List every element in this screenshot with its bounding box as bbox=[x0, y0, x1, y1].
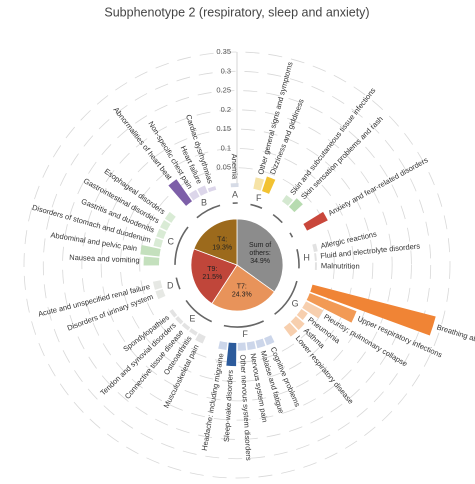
bar bbox=[218, 341, 228, 351]
bar bbox=[314, 262, 317, 270]
bar bbox=[246, 341, 256, 351]
bar bbox=[281, 194, 293, 206]
category-label: Malnutrition bbox=[321, 261, 360, 271]
bar bbox=[195, 333, 206, 344]
group-label: E bbox=[189, 313, 195, 323]
pie-label: T4: 19.3% bbox=[212, 236, 232, 251]
bar bbox=[160, 220, 171, 231]
pie-label-line: 21.5% bbox=[202, 274, 222, 281]
group-arc bbox=[296, 249, 300, 269]
group-label: A bbox=[232, 189, 238, 199]
group-arc bbox=[175, 277, 181, 290]
group-label: F bbox=[256, 193, 262, 203]
bar bbox=[168, 179, 193, 206]
pie-slice bbox=[211, 264, 275, 312]
group-arc bbox=[289, 232, 294, 238]
group-label: H bbox=[303, 252, 310, 262]
pie-slice bbox=[236, 218, 284, 293]
bar bbox=[303, 211, 328, 231]
y-tick-label: 0.2 bbox=[221, 105, 231, 114]
grid-circle bbox=[81, 109, 393, 421]
bar bbox=[302, 301, 324, 319]
grid-circle bbox=[62, 90, 412, 440]
bar bbox=[181, 322, 191, 331]
grid-circle bbox=[42, 70, 432, 460]
bar bbox=[314, 253, 317, 261]
bar bbox=[306, 293, 357, 323]
category-label: Breathing abnormality: throat/chest pain bbox=[436, 323, 475, 371]
y-tick-label: 0.15 bbox=[216, 124, 231, 133]
pie-slice bbox=[190, 248, 238, 305]
y-tick-label: 0.35 bbox=[216, 47, 231, 56]
category-label: Sleep-wake disorders bbox=[222, 369, 235, 442]
group-arc bbox=[174, 226, 189, 265]
y-tick-label: 0.05 bbox=[216, 163, 231, 172]
bar bbox=[152, 280, 163, 290]
bar bbox=[312, 243, 318, 252]
bar bbox=[169, 309, 178, 318]
pie-label-line: 24.3% bbox=[232, 291, 252, 298]
pie-label-line: 34.9% bbox=[250, 258, 270, 265]
pie-label-line: Sum of bbox=[249, 242, 271, 249]
bar bbox=[140, 245, 161, 257]
group-label: B bbox=[201, 198, 207, 208]
group-label: F bbox=[242, 329, 248, 339]
category-label: Nausea and vomiting bbox=[69, 253, 140, 265]
bar bbox=[153, 237, 164, 248]
group-arc bbox=[185, 299, 213, 323]
category-label: Anemia bbox=[230, 154, 240, 181]
group-arc bbox=[250, 203, 263, 209]
pie-label-line: others: bbox=[249, 250, 270, 257]
group-label: G bbox=[292, 298, 299, 308]
grid-circle bbox=[120, 148, 354, 382]
chart-title: Subphenotype 2 (respiratory, sleep and a… bbox=[104, 5, 369, 19]
group-arc bbox=[272, 213, 283, 224]
bar bbox=[283, 322, 298, 337]
pie-slice bbox=[193, 218, 238, 266]
pie-label-line: T4: bbox=[217, 236, 227, 243]
pie-label-line: 19.3% bbox=[212, 244, 232, 251]
group-label: C bbox=[168, 237, 175, 247]
bar bbox=[264, 335, 275, 346]
pie-label: Sum of others: 34.9% bbox=[249, 242, 271, 265]
bar bbox=[296, 309, 308, 320]
bar bbox=[255, 338, 266, 349]
group-label: D bbox=[167, 280, 174, 290]
bar bbox=[253, 177, 265, 191]
group-arc bbox=[196, 204, 221, 219]
bar bbox=[188, 189, 200, 201]
bar bbox=[156, 228, 167, 239]
group-arc bbox=[274, 280, 298, 315]
pie-label-line: T7: bbox=[237, 283, 247, 290]
bar bbox=[207, 186, 217, 193]
y-tick-label: 0.3 bbox=[221, 66, 231, 75]
y-tick-label: 0.1 bbox=[221, 143, 231, 152]
bar bbox=[189, 328, 198, 336]
grid-circle bbox=[100, 128, 374, 402]
pie-label: T7: 24.3% bbox=[232, 283, 252, 298]
bar bbox=[237, 342, 247, 351]
bar bbox=[143, 256, 160, 266]
category-label: Other nervous system disorders bbox=[238, 354, 253, 461]
bar bbox=[290, 316, 305, 330]
grid-circle bbox=[139, 167, 335, 363]
bar bbox=[164, 211, 176, 223]
pie-label-line: T9: bbox=[207, 266, 217, 273]
group-arc bbox=[223, 320, 264, 328]
bar bbox=[288, 198, 303, 213]
bar bbox=[197, 185, 208, 196]
bar bbox=[310, 284, 436, 336]
grid-circle bbox=[23, 51, 451, 479]
bar bbox=[226, 342, 237, 367]
bar bbox=[175, 316, 184, 325]
bar bbox=[155, 288, 166, 300]
y-tick-label: 0.25 bbox=[216, 86, 231, 95]
pie-label: T9: 21.5% bbox=[202, 266, 222, 281]
bar bbox=[261, 176, 276, 194]
bar bbox=[230, 183, 239, 188]
